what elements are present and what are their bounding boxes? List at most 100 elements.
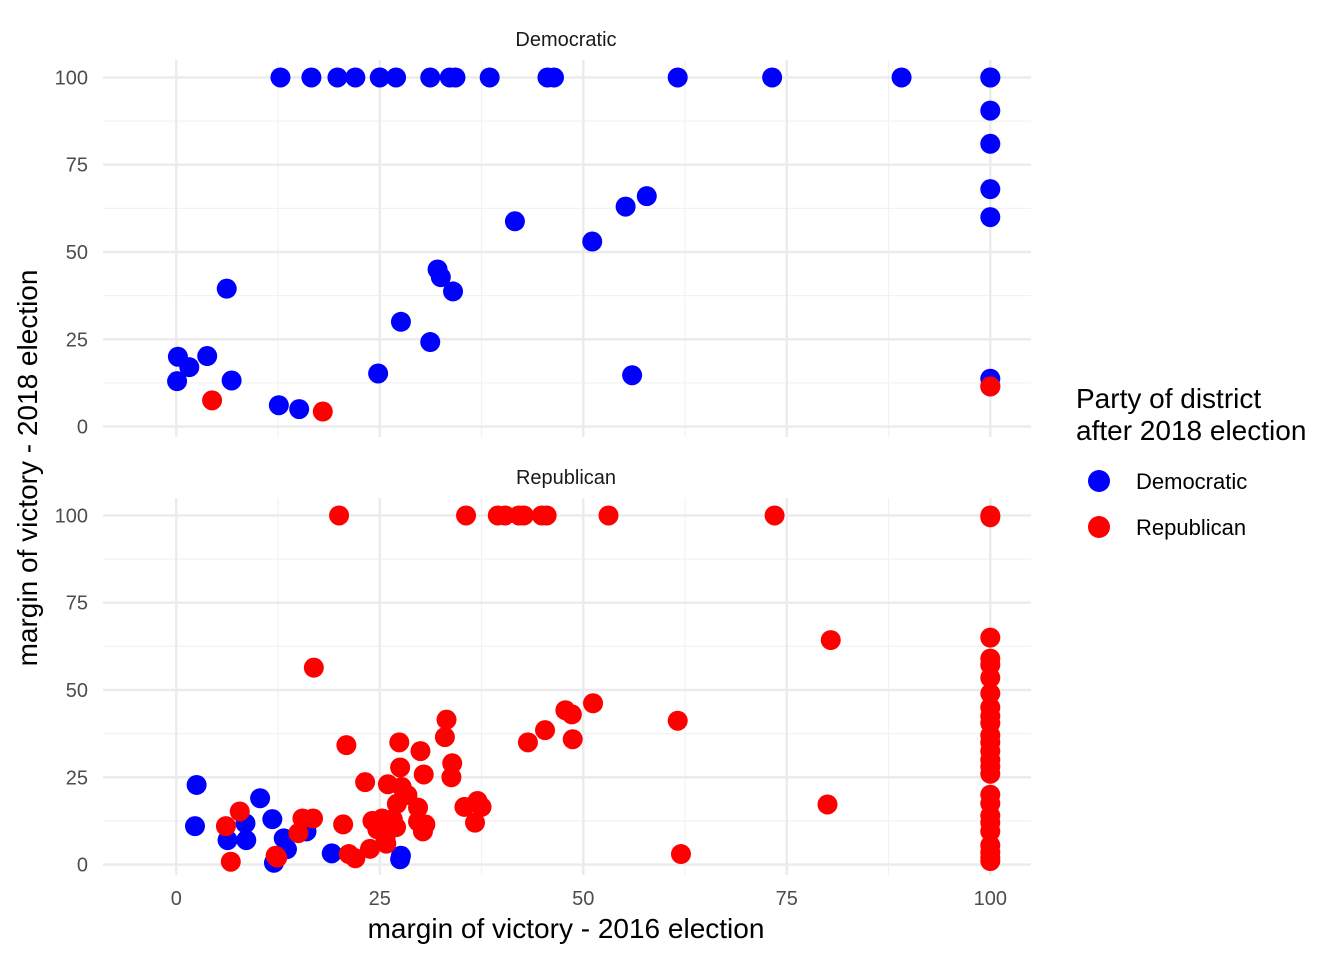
data-point-republican [513,505,534,526]
data-point-democratic [270,67,291,88]
data-point-republican [362,810,383,831]
data-point-democratic [479,67,500,88]
legend-label-republican: Republican [1136,515,1246,540]
data-point-democratic [622,365,643,386]
data-point-democratic [368,363,389,384]
data-point-republican [561,704,582,725]
data-point-republican [333,814,354,835]
data-point-democratic [321,843,342,864]
data-point-democratic [762,67,783,88]
legend: Party of district after 2018 election De… [1076,383,1306,540]
panel-republican-y-ticks: 0 25 50 75 100 [55,505,88,876]
x-tick-label: 25 [369,888,391,910]
data-point-republican [535,720,556,741]
data-point-democratic [345,67,366,88]
data-point-democratic [980,133,1001,154]
panel-republican-points [184,505,1001,873]
data-point-democratic [179,357,200,378]
y-axis-title: margin of victory - 2018 election [12,270,43,667]
data-point-democratic [250,788,271,809]
data-point-democratic [582,231,603,252]
data-point-republican [980,627,1001,648]
data-point-republican [312,401,333,422]
data-point-republican [215,816,236,837]
data-point-democratic [543,67,564,88]
y-tick-label: 0 [77,855,88,877]
data-point-democratic [197,346,218,367]
data-point-republican [220,851,241,872]
y-tick-label: 25 [66,767,88,789]
data-point-republican [670,844,691,865]
data-point-democratic [221,370,242,391]
data-point-democratic [980,100,1001,121]
data-point-democratic [980,207,1001,228]
y-tick-label: 75 [66,593,88,615]
legend-title-line-2: after 2018 election [1076,415,1306,446]
data-point-republican [465,812,486,833]
data-point-republican [820,630,841,651]
data-point-republican [390,757,411,778]
legend-label-democratic: Democratic [1136,469,1247,494]
data-point-republican [980,821,1001,842]
panel-democratic-points [167,67,1001,422]
data-point-republican [980,763,1001,784]
data-point-republican [355,772,376,793]
legend-key-republican [1088,516,1110,538]
data-point-democratic [445,67,466,88]
panel-democratic-y-ticks: 0 25 50 75 100 [55,67,88,438]
facet-strip-democratic: Democratic [515,29,616,51]
y-tick-label: 0 [77,417,88,439]
data-point-democratic [980,67,1001,88]
data-point-democratic [390,849,411,870]
x-tick-label: 100 [974,888,1007,910]
data-point-republican [456,505,477,526]
data-point-democratic [327,67,348,88]
data-point-democratic [301,67,322,88]
data-point-republican [329,505,350,526]
x-tick-label: 0 [171,888,182,910]
data-point-republican [817,794,838,815]
y-tick-label: 100 [55,505,88,527]
data-point-republican [408,797,429,818]
data-point-democratic [420,332,441,353]
data-point-democratic [443,281,464,302]
data-point-republican [345,848,366,869]
data-point-republican [536,505,557,526]
data-point-republican [288,823,309,844]
panel-democratic: 0 25 50 75 100 [55,60,1031,439]
data-point-republican [377,774,398,795]
legend-key-democratic [1088,470,1110,492]
data-point-republican [360,838,381,859]
y-tick-label: 50 [66,680,88,702]
data-point-democratic [167,371,188,392]
data-point-republican [412,821,433,842]
data-point-republican [376,833,397,854]
data-point-republican [389,732,410,753]
data-point-democratic [184,816,205,837]
data-point-democratic [216,278,237,299]
data-point-republican [267,847,288,868]
x-tick-label: 75 [776,888,798,910]
data-point-republican [386,793,407,814]
data-point-democratic [289,399,310,420]
data-point-democratic [386,67,407,88]
y-tick-label: 75 [66,155,88,177]
y-tick-label: 50 [66,242,88,264]
y-tick-label: 100 [55,67,88,89]
data-point-democratic [390,311,411,332]
x-tick-label: 50 [572,888,594,910]
x-axis-ticks: 0 25 50 75 100 [171,888,1007,910]
x-axis-title: margin of victory - 2016 election [368,913,765,944]
data-point-republican [980,507,1001,528]
data-point-democratic [636,186,657,207]
data-point-republican [598,505,619,526]
data-point-democratic [262,809,283,830]
data-point-republican [303,657,324,678]
data-point-democratic [980,179,1001,200]
data-point-republican [434,727,455,748]
data-point-democratic [504,211,525,232]
data-point-republican [980,667,1001,688]
data-point-republican [413,764,434,785]
data-point-republican [410,741,431,762]
data-point-democratic [430,267,451,288]
